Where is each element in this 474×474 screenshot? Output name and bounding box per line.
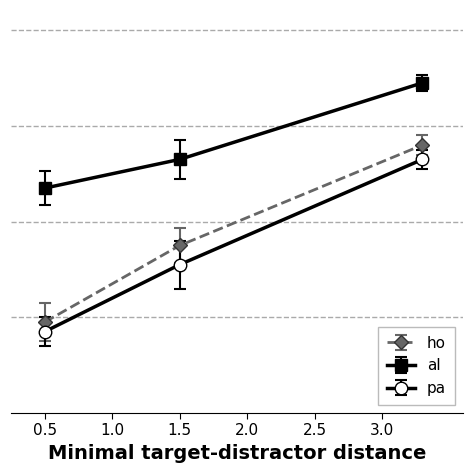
X-axis label: Minimal target-distractor distance: Minimal target-distractor distance [48, 444, 426, 463]
Legend: ho, al, pa: ho, al, pa [378, 327, 455, 405]
